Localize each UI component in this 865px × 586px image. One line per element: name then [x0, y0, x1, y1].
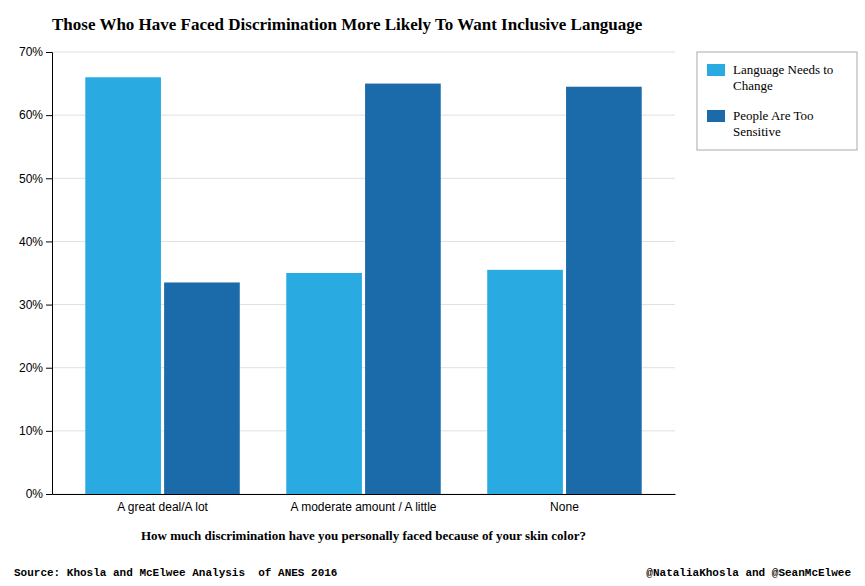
y-tick: 20%	[19, 361, 52, 375]
x-tick: A great deal/A lot	[117, 500, 208, 514]
legend-label: Language Needs toChange	[733, 62, 833, 93]
y-tick: 70%	[19, 45, 52, 59]
y-tick-mark	[46, 52, 52, 53]
y-tick-label: 10%	[19, 424, 43, 438]
bar	[487, 270, 563, 494]
annotation: Source: Khosla and McElwee Analysis of A…	[14, 567, 337, 579]
bar	[286, 273, 362, 494]
bar-series	[164, 84, 642, 494]
grid	[52, 52, 675, 494]
y-tick-mark	[46, 431, 52, 432]
x-tick-label: None	[550, 500, 579, 514]
bar	[566, 87, 642, 494]
x-tick: None	[550, 500, 579, 514]
y-tick: 60%	[19, 108, 52, 122]
bar	[164, 282, 240, 494]
y-tick-label: 70%	[19, 45, 43, 59]
y-tick-mark	[46, 241, 52, 242]
x-axis-line	[53, 494, 676, 495]
y-tick-label: 20%	[19, 361, 43, 375]
y-tick-label: 0%	[26, 487, 44, 501]
x-axis-title: How much discrimination have you persona…	[141, 528, 586, 543]
annotation: @NataliaKhosla and @SeanMcElwee	[646, 567, 851, 579]
y-tick: 10%	[19, 424, 52, 438]
legend-swatch	[707, 64, 725, 76]
y-tick: 40%	[19, 235, 52, 249]
x-tick-label: A moderate amount / A little	[290, 500, 436, 514]
bar	[85, 77, 161, 494]
y-axis-line	[46, 53, 53, 495]
y-tick-mark	[46, 494, 52, 495]
legend: Language Needs toChange People Are TooSen…	[697, 52, 857, 150]
bar	[365, 84, 441, 494]
title: Those Who Have Faced Discrimination More…	[52, 15, 643, 34]
y-tick: 50%	[19, 172, 52, 186]
y-axis: 0% 10% 20% 30% 40% 50% 60% 70%	[19, 45, 53, 501]
x-tick: A moderate amount / A little	[290, 500, 436, 514]
plot-area: 0% 10% 20% 30% 40% 50% 60% 70% A great deal/A lo…	[19, 45, 676, 543]
y-tick-mark	[46, 305, 52, 306]
grid-line	[52, 52, 675, 53]
legend-label: People Are TooSensitive	[733, 108, 813, 139]
y-tick: 0%	[26, 487, 52, 501]
y-tick-mark	[46, 368, 52, 369]
legend-frame	[697, 52, 857, 150]
y-tick-label: 40%	[19, 235, 43, 249]
legend-swatch	[707, 110, 725, 122]
x-tick-label: A great deal/A lot	[117, 500, 208, 514]
y-tick-mark	[46, 115, 52, 116]
bars	[85, 77, 641, 494]
y-tick-mark	[46, 178, 52, 179]
chart: 0% 10% 20% 30% 40% 50% 60% 70% A great deal/A lo…	[0, 0, 865, 586]
x-axis: A great deal/A lot A moderate amount / A …	[53, 495, 676, 514]
y-tick-label: 60%	[19, 108, 43, 122]
y-tick-label: 50%	[19, 172, 43, 186]
y-tick-label: 30%	[19, 298, 43, 312]
y-tick: 30%	[19, 298, 52, 312]
bar-series	[85, 77, 563, 494]
